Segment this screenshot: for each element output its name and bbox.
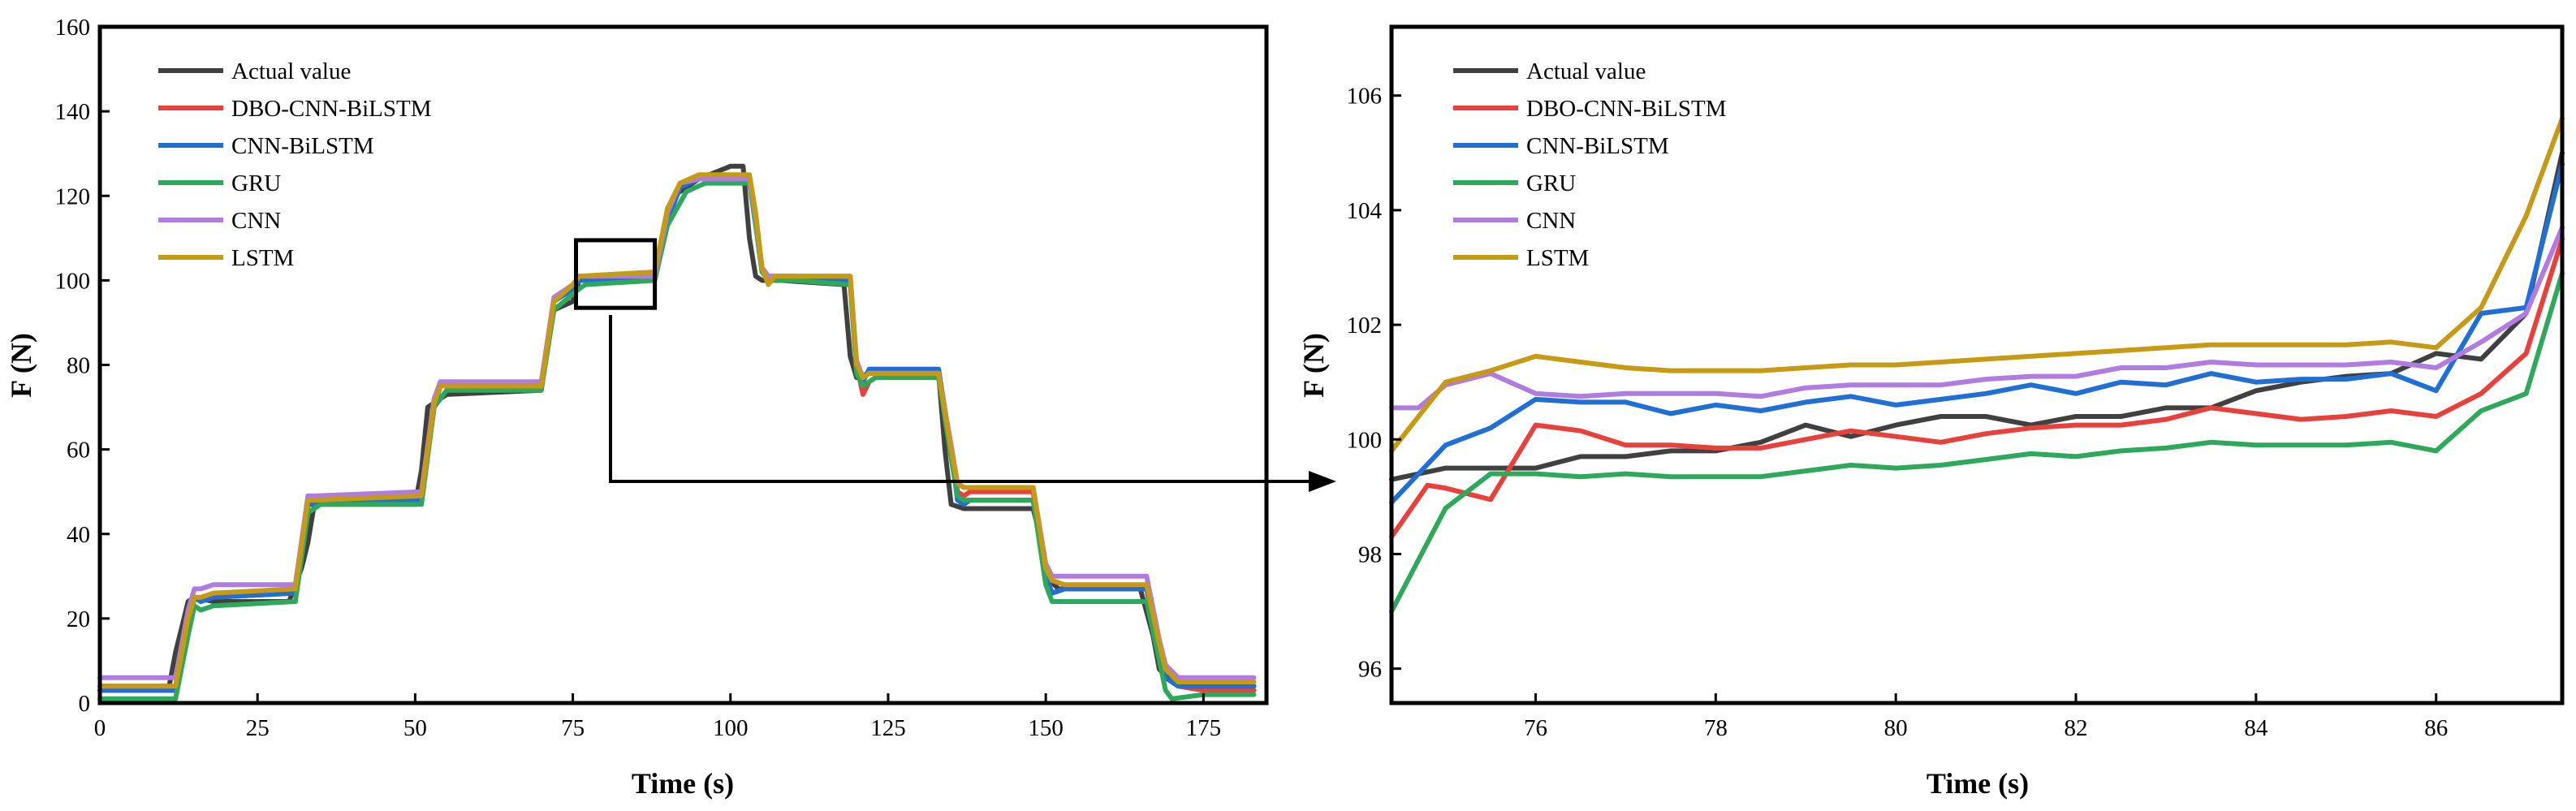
series-line-lstm [1389, 115, 2565, 454]
series-line-actual-value [97, 163, 1257, 689]
legend-item-gru: GRU [1453, 170, 1576, 196]
legend-item-cnn: CNN [158, 208, 281, 234]
y-tick-label: 106 [1347, 84, 1383, 110]
y-tick-label: 104 [1347, 198, 1383, 224]
left-series-group [97, 163, 1257, 701]
right-x-axis-title: Time (s) [1927, 767, 2029, 800]
x-tick-label: 175 [1186, 715, 1222, 741]
chart-full-series: 0 25 50 75 100 125 150 175 0 20 40 60 80 100 120 140 16… [5, 15, 1269, 800]
legend-label: CNN-BiLSTM [1526, 133, 1669, 159]
x-tick-label: 78 [1704, 715, 1728, 741]
y-tick-label: 40 [67, 522, 90, 548]
legend-item-lstm: LSTM [158, 245, 294, 271]
right-plot-frame [1389, 24, 2565, 705]
y-tick-label: 120 [55, 183, 91, 209]
y-tick-label: 0 [79, 691, 91, 717]
left-y-axis: 0 20 40 60 80 100 120 140 160 [55, 15, 110, 717]
legend-item-cnn: CNN [1453, 208, 1576, 234]
legend-label: DBO-CNN-BiLSTM [231, 96, 432, 122]
right-y-axis: 96 98 100 102 104 106 [1347, 84, 1401, 683]
y-tick-label: 80 [67, 353, 90, 379]
x-tick-label: 76 [1524, 715, 1547, 741]
legend-label: CNN-BiLSTM [231, 133, 374, 159]
legend-label: CNN [231, 208, 281, 234]
y-tick-label: 98 [1358, 541, 1382, 567]
legend-label: LSTM [1526, 245, 1589, 271]
left-y-axis-title: F (N) [5, 333, 37, 398]
zoom-region-box [574, 238, 658, 310]
legend-item-cnn-bilstm: CNN-BiLSTM [1453, 133, 1669, 159]
right-y-axis-title: F (N) [1297, 333, 1330, 398]
x-tick-label: 150 [1028, 715, 1064, 741]
legend-item-actual-value: Actual value [158, 58, 351, 84]
y-tick-label: 100 [55, 268, 91, 294]
left-x-axis: 0 25 50 75 100 125 150 175 [94, 693, 1221, 741]
zoom-connector-arrow [609, 315, 1336, 492]
legend-item-cnn-bilstm: CNN-BiLSTM [158, 133, 374, 159]
x-tick-label: 100 [713, 715, 749, 741]
chart-zoomed-series: 76 78 80 82 84 86 96 98 100 102 104 106 Time (s) F… [1297, 24, 2565, 800]
series-line-gru [1389, 270, 2565, 615]
right-legend: Actual value DBO-CNN-BiLSTM CNN-BiLSTM GRU C… [1453, 58, 1727, 271]
x-tick-label: 25 [246, 715, 270, 741]
legend-item-lstm: LSTM [1453, 245, 1589, 271]
legend-label: Actual value [1526, 58, 1646, 84]
legend-item-gru: GRU [158, 170, 281, 196]
series-line-dbo-cnn-bilstm [1389, 236, 2565, 540]
legend-item-dbo-cnn-bilstm: DBO-CNN-BiLSTM [1453, 96, 1727, 122]
x-tick-label: 50 [403, 715, 427, 741]
legend-label: GRU [231, 170, 281, 196]
x-tick-label: 125 [870, 715, 906, 741]
legend-label: LSTM [231, 245, 294, 271]
legend-label: CNN [1526, 208, 1576, 234]
legend-label: DBO-CNN-BiLSTM [1526, 96, 1727, 122]
y-tick-label: 60 [67, 438, 90, 464]
x-tick-label: 75 [561, 715, 585, 741]
x-tick-label: 82 [2065, 715, 2088, 741]
y-tick-label: 100 [1347, 427, 1383, 453]
legend-item-dbo-cnn-bilstm: DBO-CNN-BiLSTM [158, 96, 432, 122]
left-x-axis-title: Time (s) [632, 767, 734, 800]
y-tick-label: 160 [55, 15, 91, 41]
series-line-cnn-bilstm [1389, 162, 2565, 505]
left-legend: Actual value DBO-CNN-BiLSTM CNN-BiLSTM GRU C… [158, 58, 432, 271]
y-tick-label: 20 [67, 606, 90, 632]
series-line-lstm [97, 172, 1257, 689]
legend-item-actual-value: Actual value [1453, 58, 1646, 84]
legend-label: Actual value [231, 58, 351, 84]
x-tick-label: 80 [1884, 715, 1908, 741]
x-tick-label: 84 [2244, 715, 2268, 741]
right-x-axis: 76 78 80 82 84 86 [1524, 693, 2448, 741]
y-tick-label: 102 [1347, 313, 1383, 339]
right-series-group [1389, 115, 2565, 615]
x-tick-label: 0 [94, 715, 106, 741]
y-tick-label: 140 [55, 99, 91, 125]
y-tick-label: 96 [1358, 657, 1382, 683]
series-line-cnn [1389, 225, 2565, 411]
x-tick-label: 86 [2424, 715, 2448, 741]
legend-label: GRU [1526, 170, 1576, 196]
